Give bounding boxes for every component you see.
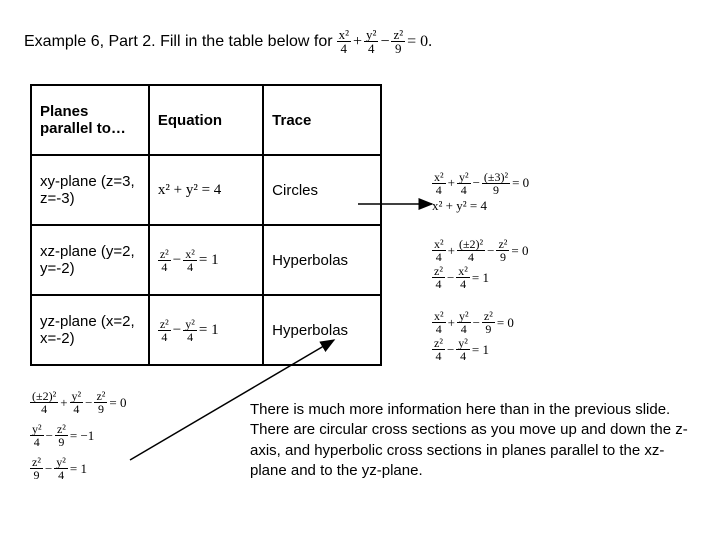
traces-table: Planes parallel to… Equation Trace xy-pl… — [30, 84, 382, 366]
description-text: There is much more information here than… — [250, 400, 690, 481]
title-text: Example 6, Part 2. Fill in the table bel… — [24, 33, 333, 51]
bottom-derivation: (±2)²4 + y²4 − z²9 = 0 y²4 − z²9 = −1 z²… — [30, 390, 127, 481]
table-row: xy-plane (z=3, z=-3) x² + y² = 4 Circles — [31, 155, 381, 225]
equation-cell: z²4 − y²4 = 1 — [149, 295, 263, 365]
title-equation: x²4 + y²4 − z²9 = 0. — [337, 28, 433, 55]
side-row-xy: x²4 + y²4 − (±3)²9 = 0 x² + y² = 4 — [432, 156, 662, 228]
plane-cell: xz-plane (y=2, y=-2) — [31, 225, 149, 295]
plane-cell: xy-plane (z=3, z=-3) — [31, 155, 149, 225]
trace-cell: Circles — [263, 155, 381, 225]
table-header-row: Planes parallel to… Equation Trace — [31, 85, 381, 155]
col-header-equation: Equation — [149, 85, 263, 155]
side-row-yz: x²4 + y²4 − z²9 = 0 z²4 − y²4 = 1 — [432, 300, 662, 372]
plane-cell: yz-plane (x=2, x=-2) — [31, 295, 149, 365]
trace-cell: Hyperbolas — [263, 295, 381, 365]
trace-cell: Hyperbolas — [263, 225, 381, 295]
equation-cell: z²4 − x²4 = 1 — [149, 225, 263, 295]
table-row: yz-plane (x=2, x=-2) z²4 − y²4 = 1 Hyper… — [31, 295, 381, 365]
col-header-planes: Planes parallel to… — [31, 85, 149, 155]
page-title: Example 6, Part 2. Fill in the table bel… — [24, 28, 432, 55]
table-row: xz-plane (y=2, y=-2) z²4 − x²4 = 1 Hyper… — [31, 225, 381, 295]
col-header-trace: Trace — [263, 85, 381, 155]
side-derivations: x²4 + y²4 − (±3)²9 = 0 x² + y² = 4 x²4 +… — [432, 84, 662, 372]
side-row-xz: x²4 + (±2)²4 − z²9 = 0 z²4 − x²4 = 1 — [432, 228, 662, 300]
equation-cell: x² + y² = 4 — [149, 155, 263, 225]
